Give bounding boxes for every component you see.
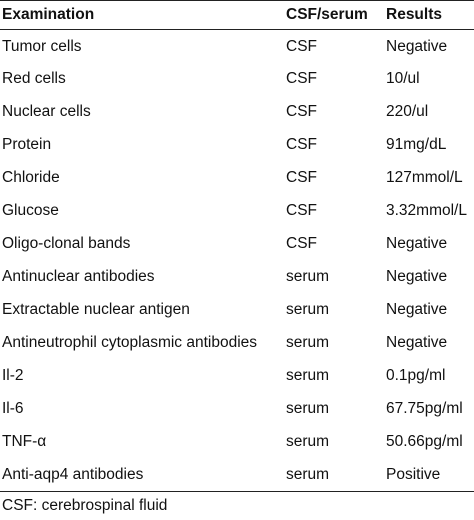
result-cell: Negative (386, 334, 448, 351)
table-row: Antineutrophil cytoplasmic antibodies se… (0, 327, 474, 360)
examination-cell: TNF-α (2, 433, 47, 450)
sample-cell: serum (286, 301, 330, 318)
results-table-container: Examination CSF/serum Results Tumor cell… (0, 0, 474, 492)
result-cell: Negative (386, 301, 448, 318)
table-row: Red cells CSF 10/ul (0, 63, 474, 96)
examination-cell: Tumor cells (2, 38, 82, 56)
table-row: Nuclear cells CSF 220/ul (0, 96, 474, 129)
result-cell: Negative (386, 235, 448, 252)
examination-cell: Il-2 (2, 367, 24, 384)
result-cell: 67.75pg/ml (386, 400, 463, 417)
examination-cell: Oligo-clonal bands (2, 235, 131, 252)
sample-cell: CSF (286, 202, 317, 219)
table-row: Anti-aqp4 antibodies serum Positive (0, 459, 474, 492)
examination-cell: Il-6 (2, 400, 24, 417)
examination-cell: Chloride (2, 169, 60, 186)
header-results: Results (386, 6, 442, 23)
sample-cell: serum (286, 400, 330, 417)
sample-cell: CSF (286, 70, 317, 87)
sample-cell: CSF (286, 235, 317, 252)
table-body: Tumor cells CSF Negative Red cells CSF 1… (0, 30, 474, 492)
sample-cell: serum (286, 268, 330, 285)
table-row: Chloride CSF 127mmol/L (0, 162, 474, 195)
table-row: Tumor cells CSF Negative (0, 30, 474, 63)
examination-cell: Extractable nuclear antigen (2, 301, 190, 318)
result-cell: Negative (386, 268, 448, 285)
sample-cell: serum (286, 367, 330, 384)
sample-cell: CSF (286, 169, 317, 186)
sample-cell: serum (286, 433, 330, 450)
result-cell: Negative (386, 38, 448, 56)
table-header-row: Examination CSF/serum Results (0, 0, 474, 30)
result-cell: 0.1pg/ml (386, 367, 446, 384)
result-cell: 91mg/dL (386, 136, 447, 153)
header-examination: Examination (2, 6, 95, 23)
examination-cell: Nuclear cells (2, 103, 91, 120)
results-table: Examination CSF/serum Results Tumor cell… (0, 0, 474, 492)
table-row: TNF-α serum 50.66pg/ml (0, 426, 474, 459)
sample-cell: CSF (286, 136, 317, 153)
table-row: Il-6 serum 67.75pg/ml (0, 393, 474, 426)
result-cell: 50.66pg/ml (386, 433, 463, 450)
header-csf-serum: CSF/serum (286, 6, 368, 23)
result-cell: 3.32mmol/L (386, 202, 467, 219)
examination-cell: Glucose (2, 202, 59, 219)
table-row: Glucose CSF 3.32mmol/L (0, 195, 474, 228)
examination-cell: Antineutrophil cytoplasmic antibodies (2, 334, 258, 351)
sample-cell: CSF (286, 103, 317, 120)
sample-cell: serum (286, 334, 330, 351)
examination-cell: Antinuclear antibodies (2, 268, 155, 285)
result-cell: Positive (386, 465, 441, 483)
result-cell: 220/ul (386, 103, 429, 120)
table-footnote: CSF: cerebrospinal fluid (2, 497, 168, 514)
table-row: Protein CSF 91mg/dL (0, 129, 474, 162)
table-row: Oligo-clonal bands CSF Negative (0, 228, 474, 261)
examination-cell: Protein (2, 136, 52, 153)
result-cell: 127mmol/L (386, 169, 463, 186)
table-row: Antinuclear antibodies serum Negative (0, 261, 474, 294)
result-cell: 10/ul (386, 70, 420, 87)
table-row: Il-2 serum 0.1pg/ml (0, 360, 474, 393)
examination-cell: Red cells (2, 70, 66, 87)
sample-cell: serum (286, 465, 330, 483)
sample-cell: CSF (286, 38, 317, 56)
table-row: Extractable nuclear antigen serum Negati… (0, 294, 474, 327)
examination-cell: Anti-aqp4 antibodies (2, 465, 144, 483)
